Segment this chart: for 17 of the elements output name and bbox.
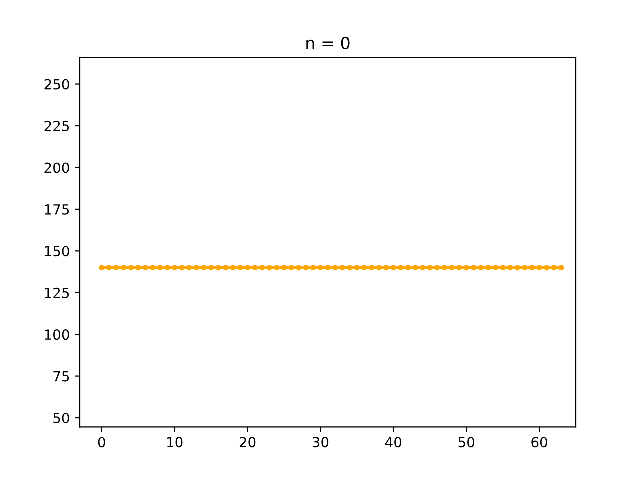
y-tick-label: 200	[44, 162, 70, 174]
y-tick-label: 125	[45, 288, 70, 298]
y-tick-label: 100	[45, 330, 70, 340]
y-tick-label: 250	[44, 79, 70, 90]
y-tick-label: 150	[45, 246, 70, 257]
x-tick-label: 30	[312, 437, 329, 448]
x-tick-label: 50	[458, 437, 474, 448]
x-tick-label: 40	[385, 437, 402, 448]
y-tick-label: 175	[45, 204, 70, 215]
x-tick-label: 20	[240, 437, 256, 448]
y-tick-label: 50	[54, 412, 70, 424]
x-tick-label: 10	[168, 437, 183, 448]
x-tick-label: 60	[532, 437, 548, 448]
chart-title: n = 0	[306, 36, 350, 50]
y-tick-label: 75	[54, 371, 70, 382]
y-tick-label: 225	[44, 120, 70, 132]
x-tick-label: 0	[98, 437, 106, 448]
